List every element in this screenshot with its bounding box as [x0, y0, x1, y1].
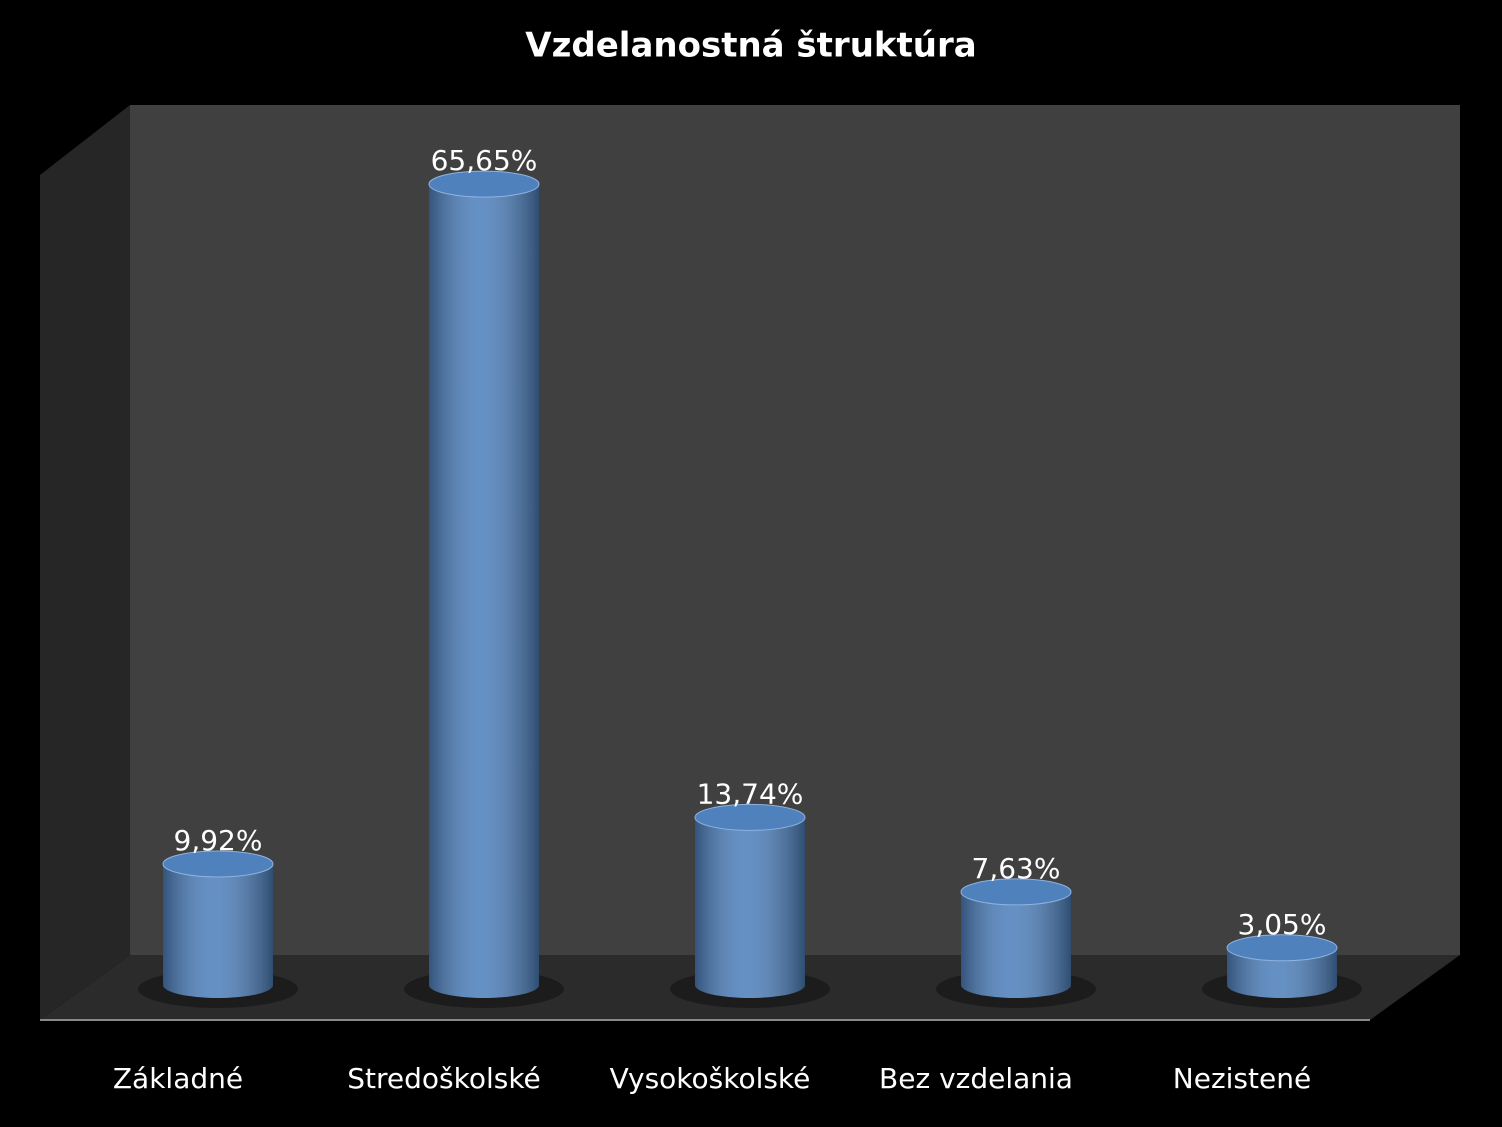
x-tick-label: Vysokoškolské: [610, 1062, 811, 1095]
data-label: 7,63%: [972, 852, 1061, 885]
side-wall: [40, 105, 130, 1020]
bar-shading: [695, 817, 805, 998]
bar-top: [960, 878, 1072, 906]
x-tick-label: Bez vzdelania: [879, 1062, 1073, 1095]
bar-top: [1226, 934, 1338, 962]
bar-shading: [961, 891, 1071, 998]
bar-shading: [163, 863, 273, 998]
bar-top: [428, 170, 540, 198]
bar-top: [162, 850, 274, 878]
bar-top: [694, 803, 806, 831]
bar-shading: [1227, 947, 1337, 998]
x-tick-label: Základné: [113, 1062, 243, 1095]
chart-title: Vzdelanostná štruktúra: [525, 26, 976, 66]
data-label: 65,65%: [431, 144, 538, 177]
data-label: 3,05%: [1238, 908, 1327, 941]
bar-shading: [429, 184, 539, 998]
data-label: 13,74%: [697, 777, 804, 810]
data-label: 9,92%: [174, 824, 263, 857]
x-tick-label: Stredoškolské: [347, 1062, 541, 1095]
x-tick-label: Nezistené: [1173, 1062, 1311, 1095]
